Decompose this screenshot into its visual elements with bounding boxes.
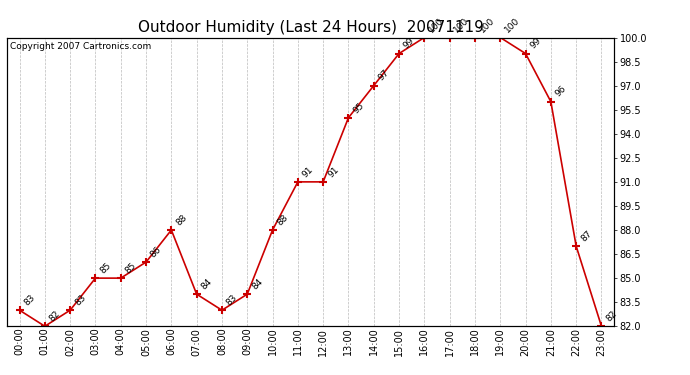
Text: 87: 87 [579, 229, 593, 243]
Text: 84: 84 [199, 277, 214, 291]
Text: 84: 84 [250, 277, 264, 291]
Text: 100: 100 [503, 16, 522, 35]
Title: Outdoor Humidity (Last 24 Hours)  20071119: Outdoor Humidity (Last 24 Hours) 2007111… [137, 20, 484, 35]
Text: 95: 95 [351, 100, 366, 115]
Text: 96: 96 [553, 84, 568, 99]
Text: 99: 99 [529, 36, 543, 51]
Text: 91: 91 [326, 165, 340, 179]
Text: Copyright 2007 Cartronics.com: Copyright 2007 Cartronics.com [10, 42, 151, 51]
Text: 99: 99 [402, 36, 416, 51]
Text: 82: 82 [48, 309, 62, 324]
Text: 91: 91 [301, 165, 315, 179]
Text: 83: 83 [73, 293, 88, 308]
Text: 100: 100 [477, 16, 496, 35]
Text: 86: 86 [149, 245, 164, 259]
Text: 97: 97 [377, 68, 391, 83]
Text: 88: 88 [174, 213, 188, 227]
Text: 100: 100 [427, 16, 446, 35]
Text: 83: 83 [225, 293, 239, 308]
Text: 85: 85 [98, 261, 112, 275]
Text: 85: 85 [124, 261, 138, 275]
Text: 100: 100 [453, 16, 471, 35]
Text: 88: 88 [275, 213, 290, 227]
Text: 83: 83 [22, 293, 37, 308]
Text: 82: 82 [604, 309, 619, 324]
